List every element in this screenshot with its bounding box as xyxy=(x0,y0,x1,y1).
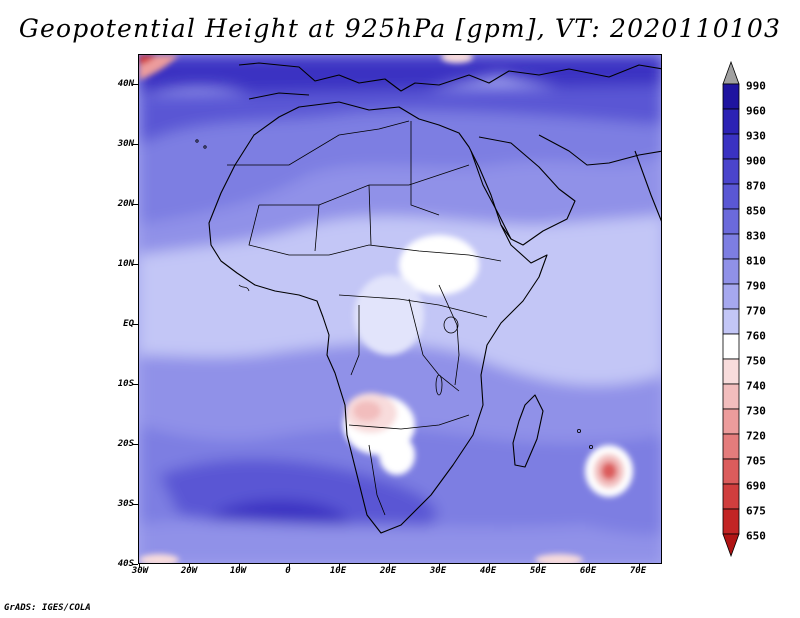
colorbar-label-810: 810 xyxy=(746,254,766,268)
lat-tick xyxy=(133,84,138,85)
lon-tick xyxy=(539,564,540,568)
lon-tick xyxy=(439,564,440,568)
lat-tick xyxy=(133,564,138,565)
lat-label-30n: 30N xyxy=(117,139,134,149)
colorbar-label-760: 760 xyxy=(746,329,766,343)
colorbar-label-900: 900 xyxy=(746,154,766,168)
colorbar-label-850: 850 xyxy=(746,204,766,218)
lakes-islands xyxy=(195,139,593,449)
lon-tick xyxy=(289,564,290,568)
colorbar-cell xyxy=(722,333,740,360)
geopotential-height-map[interactable] xyxy=(139,55,662,564)
colorbar-graphic xyxy=(722,60,740,558)
lon-tick xyxy=(389,564,390,568)
lat-label-eq: EQ xyxy=(123,319,134,329)
colorbar-arrow-bottom xyxy=(722,533,740,558)
lon-label-10w: 10W xyxy=(229,566,247,576)
colorbar-label-740: 740 xyxy=(746,379,766,393)
lat-label-30s: 30S xyxy=(117,499,134,509)
lat-label-20s: 20S xyxy=(117,439,134,449)
colorbar-label-770: 770 xyxy=(746,304,766,318)
lat-tick xyxy=(133,324,138,325)
colorbar-cell xyxy=(722,108,740,135)
lon-tick xyxy=(489,564,490,568)
map-frame[interactable] xyxy=(138,54,662,564)
colorbar-cell xyxy=(722,433,740,460)
colorbar-cell xyxy=(722,133,740,160)
colorbar-label-690: 690 xyxy=(746,479,766,493)
colorbar-label-790: 790 xyxy=(746,279,766,293)
coastlines xyxy=(208,62,661,534)
lon-label-40e: 40E xyxy=(479,566,497,576)
colorbar-label-675: 675 xyxy=(746,504,766,518)
lon-tick xyxy=(639,564,640,568)
lat-tick xyxy=(133,144,138,145)
lon-label-0: 0 xyxy=(285,566,291,576)
lon-label-20w: 20W xyxy=(180,566,198,576)
map-title: Geopotential Height at 925hPa [gpm], VT:… xyxy=(18,14,782,43)
colorbar-label-930: 930 xyxy=(746,129,766,143)
lon-tick xyxy=(589,564,590,568)
colorbar-cell xyxy=(722,233,740,260)
lat-tick xyxy=(133,264,138,265)
colorbar-cell xyxy=(722,508,740,535)
colorbar-label-705: 705 xyxy=(746,454,766,468)
colorbar-cell xyxy=(722,158,740,185)
colorbar-cell xyxy=(722,408,740,435)
colorbar-label-750: 750 xyxy=(746,354,766,368)
colorbar-cell xyxy=(722,283,740,310)
lat-tick xyxy=(133,504,138,505)
colorbar-label-720: 720 xyxy=(746,429,766,443)
lon-label-20e: 20E xyxy=(379,566,397,576)
lat-label-40n: 40N xyxy=(117,79,134,89)
heat-lows xyxy=(139,55,633,563)
colorbar-cell xyxy=(722,258,740,285)
colorbar-label-650: 650 xyxy=(746,529,766,543)
colorbar-cell xyxy=(722,308,740,335)
lat-label-20n: 20N xyxy=(117,199,134,209)
lon-tick xyxy=(339,564,340,568)
colorbar-label-730: 730 xyxy=(746,404,766,418)
lat-tick xyxy=(133,204,138,205)
colorbar-arrow-top xyxy=(722,60,740,85)
colorbar-cell xyxy=(722,458,740,485)
lon-label-60e: 60E xyxy=(579,566,597,576)
lat-tick xyxy=(133,444,138,445)
lat-label-10n: 10N xyxy=(117,259,134,269)
colorbar-cell xyxy=(722,358,740,385)
colorbar-label-830: 830 xyxy=(746,229,766,243)
lon-label-50e: 50E xyxy=(529,566,547,576)
height-field xyxy=(139,55,661,563)
colorbar-cell xyxy=(722,383,740,410)
grads-credit: GrADS: IGES/COLA xyxy=(4,603,91,613)
lat-label-10s: 10S xyxy=(117,379,134,389)
colorbar-label-870: 870 xyxy=(746,179,766,193)
lon-tick xyxy=(139,564,140,568)
lat-tick xyxy=(133,384,138,385)
lon-label-70e: 70E xyxy=(629,566,647,576)
lon-label-30e: 30E xyxy=(429,566,447,576)
colorbar-cell xyxy=(722,208,740,235)
colorbar-cell xyxy=(722,483,740,510)
colorbar-label-990: 990 xyxy=(746,79,766,93)
lon-label-10e: 10E xyxy=(329,566,347,576)
country-borders xyxy=(227,120,502,516)
lon-tick xyxy=(239,564,240,568)
lon-label-30w: 30W xyxy=(131,566,149,576)
lon-tick xyxy=(189,564,190,568)
lat-label-40s: 40S xyxy=(117,559,134,569)
colorbar-cell xyxy=(722,183,740,210)
colorbar-label-960: 960 xyxy=(746,104,766,118)
colorbar-cell xyxy=(722,83,740,110)
